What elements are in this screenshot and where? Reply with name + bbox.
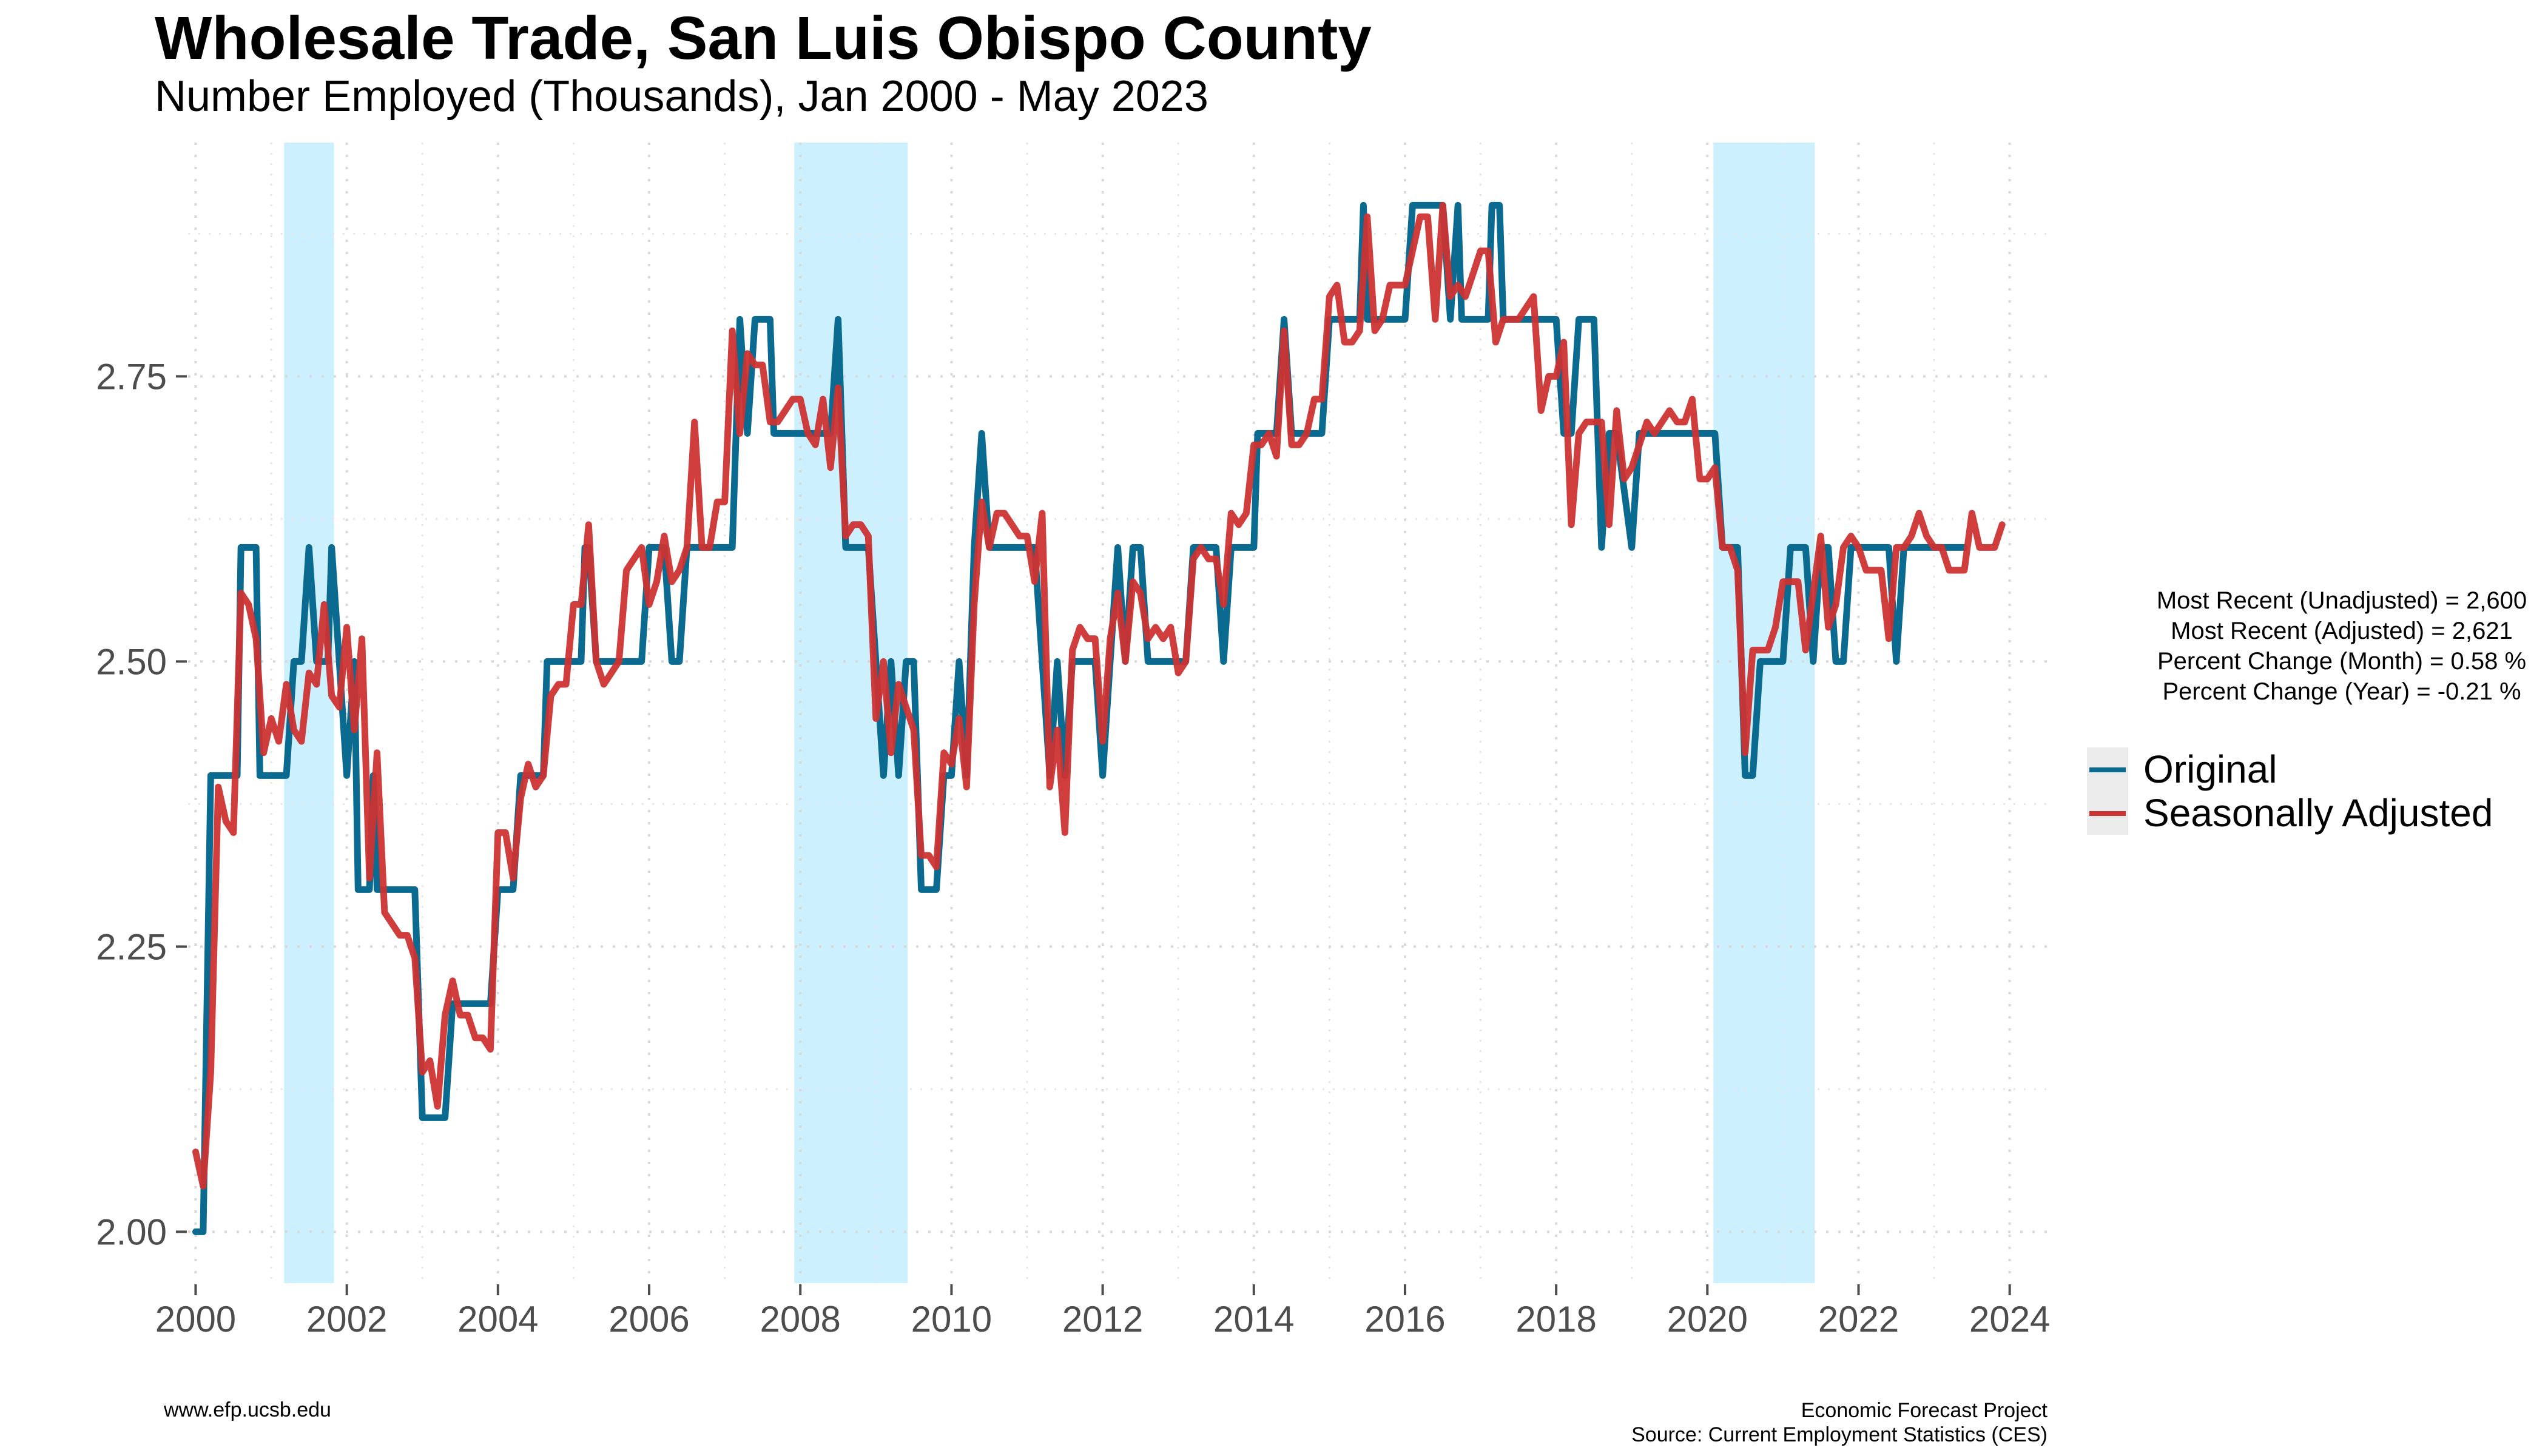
legend-label-original: Original: [2143, 747, 2277, 791]
tick-label-x-2002: 2002: [306, 1299, 387, 1340]
legend-item-seasonally-adjusted: Seasonally Adjusted: [2087, 791, 2548, 835]
tick-label-y-2.25: 2.25: [96, 926, 167, 967]
tick-label-x-2022: 2022: [1818, 1299, 1899, 1340]
series-layer: [192, 201, 2006, 1235]
recession-shading-layer: [284, 143, 1815, 1283]
tick-label-x-2018: 2018: [1515, 1299, 1596, 1340]
tick-label-x-2020: 2020: [1667, 1299, 1748, 1340]
footer-source-line1: Economic Forecast Project: [1801, 1399, 2048, 1422]
tick-label-y-2.00: 2.00: [96, 1212, 167, 1252]
tick-label-x-2014: 2014: [1213, 1299, 1294, 1340]
stat-percent-change-month: Percent Change (Month) = 0.58 %: [2157, 648, 2527, 675]
series-line-original: [192, 201, 1968, 1235]
legend-key-seasonally-adjusted: [2087, 791, 2128, 835]
tick-label-x-2008: 2008: [760, 1299, 840, 1340]
chart-title: Wholesale Trade, San Luis Obispo County: [155, 4, 1372, 72]
tick-label-x-2016: 2016: [1364, 1299, 1445, 1340]
legend-key-original: [2087, 747, 2128, 791]
tick-label-x-2000: 2000: [155, 1299, 236, 1340]
footer-source-line2: Source: Current Employment Statistics (C…: [1631, 1423, 2048, 1446]
stats-box: Most Recent (Unadjusted) = 2,600 Most Re…: [2075, 585, 2548, 707]
legend-item-original: Original: [2087, 747, 2548, 791]
footer-website: www.efp.ucsb.edu: [164, 1398, 331, 1421]
grid-layer: [188, 143, 2048, 1283]
tick-label-x-2006: 2006: [608, 1299, 689, 1340]
chart-subtitle: Number Employed (Thousands), Jan 2000 - …: [155, 72, 1208, 121]
recession-band-3: [1713, 143, 1815, 1283]
footer-source: Economic Forecast Project Source: Curren…: [1456, 1398, 2048, 1447]
stat-most-recent-unadjusted: Most Recent (Unadjusted) = 2,600: [2156, 587, 2527, 614]
legend-label-seasonally-adjusted: Seasonally Adjusted: [2143, 791, 2493, 835]
tick-label-x-2010: 2010: [911, 1299, 992, 1340]
series-line-seasonally-adjusted: [192, 201, 2006, 1190]
tick-label-x-2024: 2024: [1969, 1299, 2050, 1340]
stat-most-recent-adjusted: Most Recent (Adjusted) = 2,621: [2171, 618, 2513, 644]
tick-label-x-2004: 2004: [457, 1299, 538, 1340]
tick-label-y-2.75: 2.75: [96, 356, 167, 397]
axis-layer: 2000 2002 2004 2006 2008 2010 2012 2014 2016 2018…: [96, 356, 2050, 1340]
legend: Original Seasonally Adjusted: [2087, 747, 2548, 835]
stat-percent-change-year: Percent Change (Year) = -0.21 %: [2162, 678, 2521, 705]
tick-label-y-2.50: 2.50: [96, 641, 167, 682]
tick-label-x-2012: 2012: [1062, 1299, 1143, 1340]
